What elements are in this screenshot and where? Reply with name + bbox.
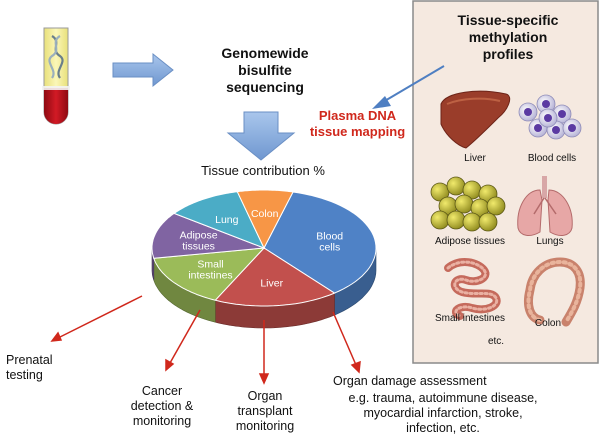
application-prenatal: Prenatal testing (6, 353, 53, 382)
panel-label-adipose-tissues: Adipose tissues (434, 236, 506, 247)
small-intestines-icon (444, 258, 501, 320)
liver-icon (440, 90, 511, 149)
application-damage-detail: e.g. trauma, autoimmune disease, myocard… (348, 391, 538, 435)
panel-label-colon: Colon (534, 318, 562, 329)
panel-label-blood-cells: Blood cells (527, 153, 577, 164)
pie-label-blood-cells: Blood cells (316, 230, 343, 253)
pie-label-colon: Colon (251, 208, 279, 220)
pie-slice-lung (173, 191, 265, 249)
application-arrows (50, 295, 361, 385)
panel-label-liver: Liver (464, 153, 486, 164)
blood-tube-icon (42, 27, 70, 125)
application-transplant: Organ transplant monitoring (235, 389, 295, 433)
arrow-to-pie (226, 111, 296, 161)
adipose-tissues-icon (430, 176, 506, 232)
pie-chart: Blood cells Liver Small intestines Adipose tis… (151, 189, 377, 329)
blood-cells-icon (518, 94, 582, 140)
blood-cell (538, 108, 558, 128)
pie-slice-blood-cells (263, 191, 377, 294)
lungs-icon (517, 176, 573, 236)
pie-label-adipose-tissues: Adipose tissues (180, 230, 218, 253)
pie-slice-liver (214, 247, 336, 307)
blood-cell (518, 102, 538, 122)
fat-cell (430, 210, 450, 230)
blood-cell (536, 94, 556, 114)
application-damage-title: Organ damage assessment (333, 374, 487, 388)
tissue-mapping-label: Plasma DNA tissue mapping (309, 108, 406, 139)
fat-cell (446, 210, 466, 230)
colon-icon (523, 257, 585, 327)
fat-cell (478, 212, 498, 232)
pie-slice-adipose-tissues (151, 212, 265, 259)
pie-title: Tissue contribution % (201, 163, 325, 178)
fat-cell (486, 196, 506, 216)
panel-label-small-intestines: Small intestines (434, 313, 506, 324)
pie-label-small-intestines: Small intestines (188, 259, 232, 282)
methylation-panel-box (412, 0, 599, 364)
blood-cell (552, 104, 572, 124)
arrow-to-sequencing (112, 52, 174, 88)
pie-slice-colon (236, 189, 294, 250)
fat-cell (454, 194, 474, 214)
panel-etc: etc. (487, 336, 505, 347)
pie-slice-small-intestines (153, 247, 266, 301)
fat-cell (462, 212, 482, 232)
pie-label-lung: Lung (215, 214, 239, 226)
pie-label-liver: Liver (260, 278, 283, 290)
application-cancer: Cancer detection & monitoring (130, 384, 194, 428)
fat-cell (446, 176, 466, 196)
panel-label-lungs: Lungs (536, 236, 564, 247)
arrow-from-profiles (372, 65, 445, 109)
blood-cell (562, 118, 582, 138)
panel-title: Tissue-specific methylation profiles (457, 12, 559, 62)
sequencing-label: Genomewide bisulfite sequencing (221, 45, 309, 95)
